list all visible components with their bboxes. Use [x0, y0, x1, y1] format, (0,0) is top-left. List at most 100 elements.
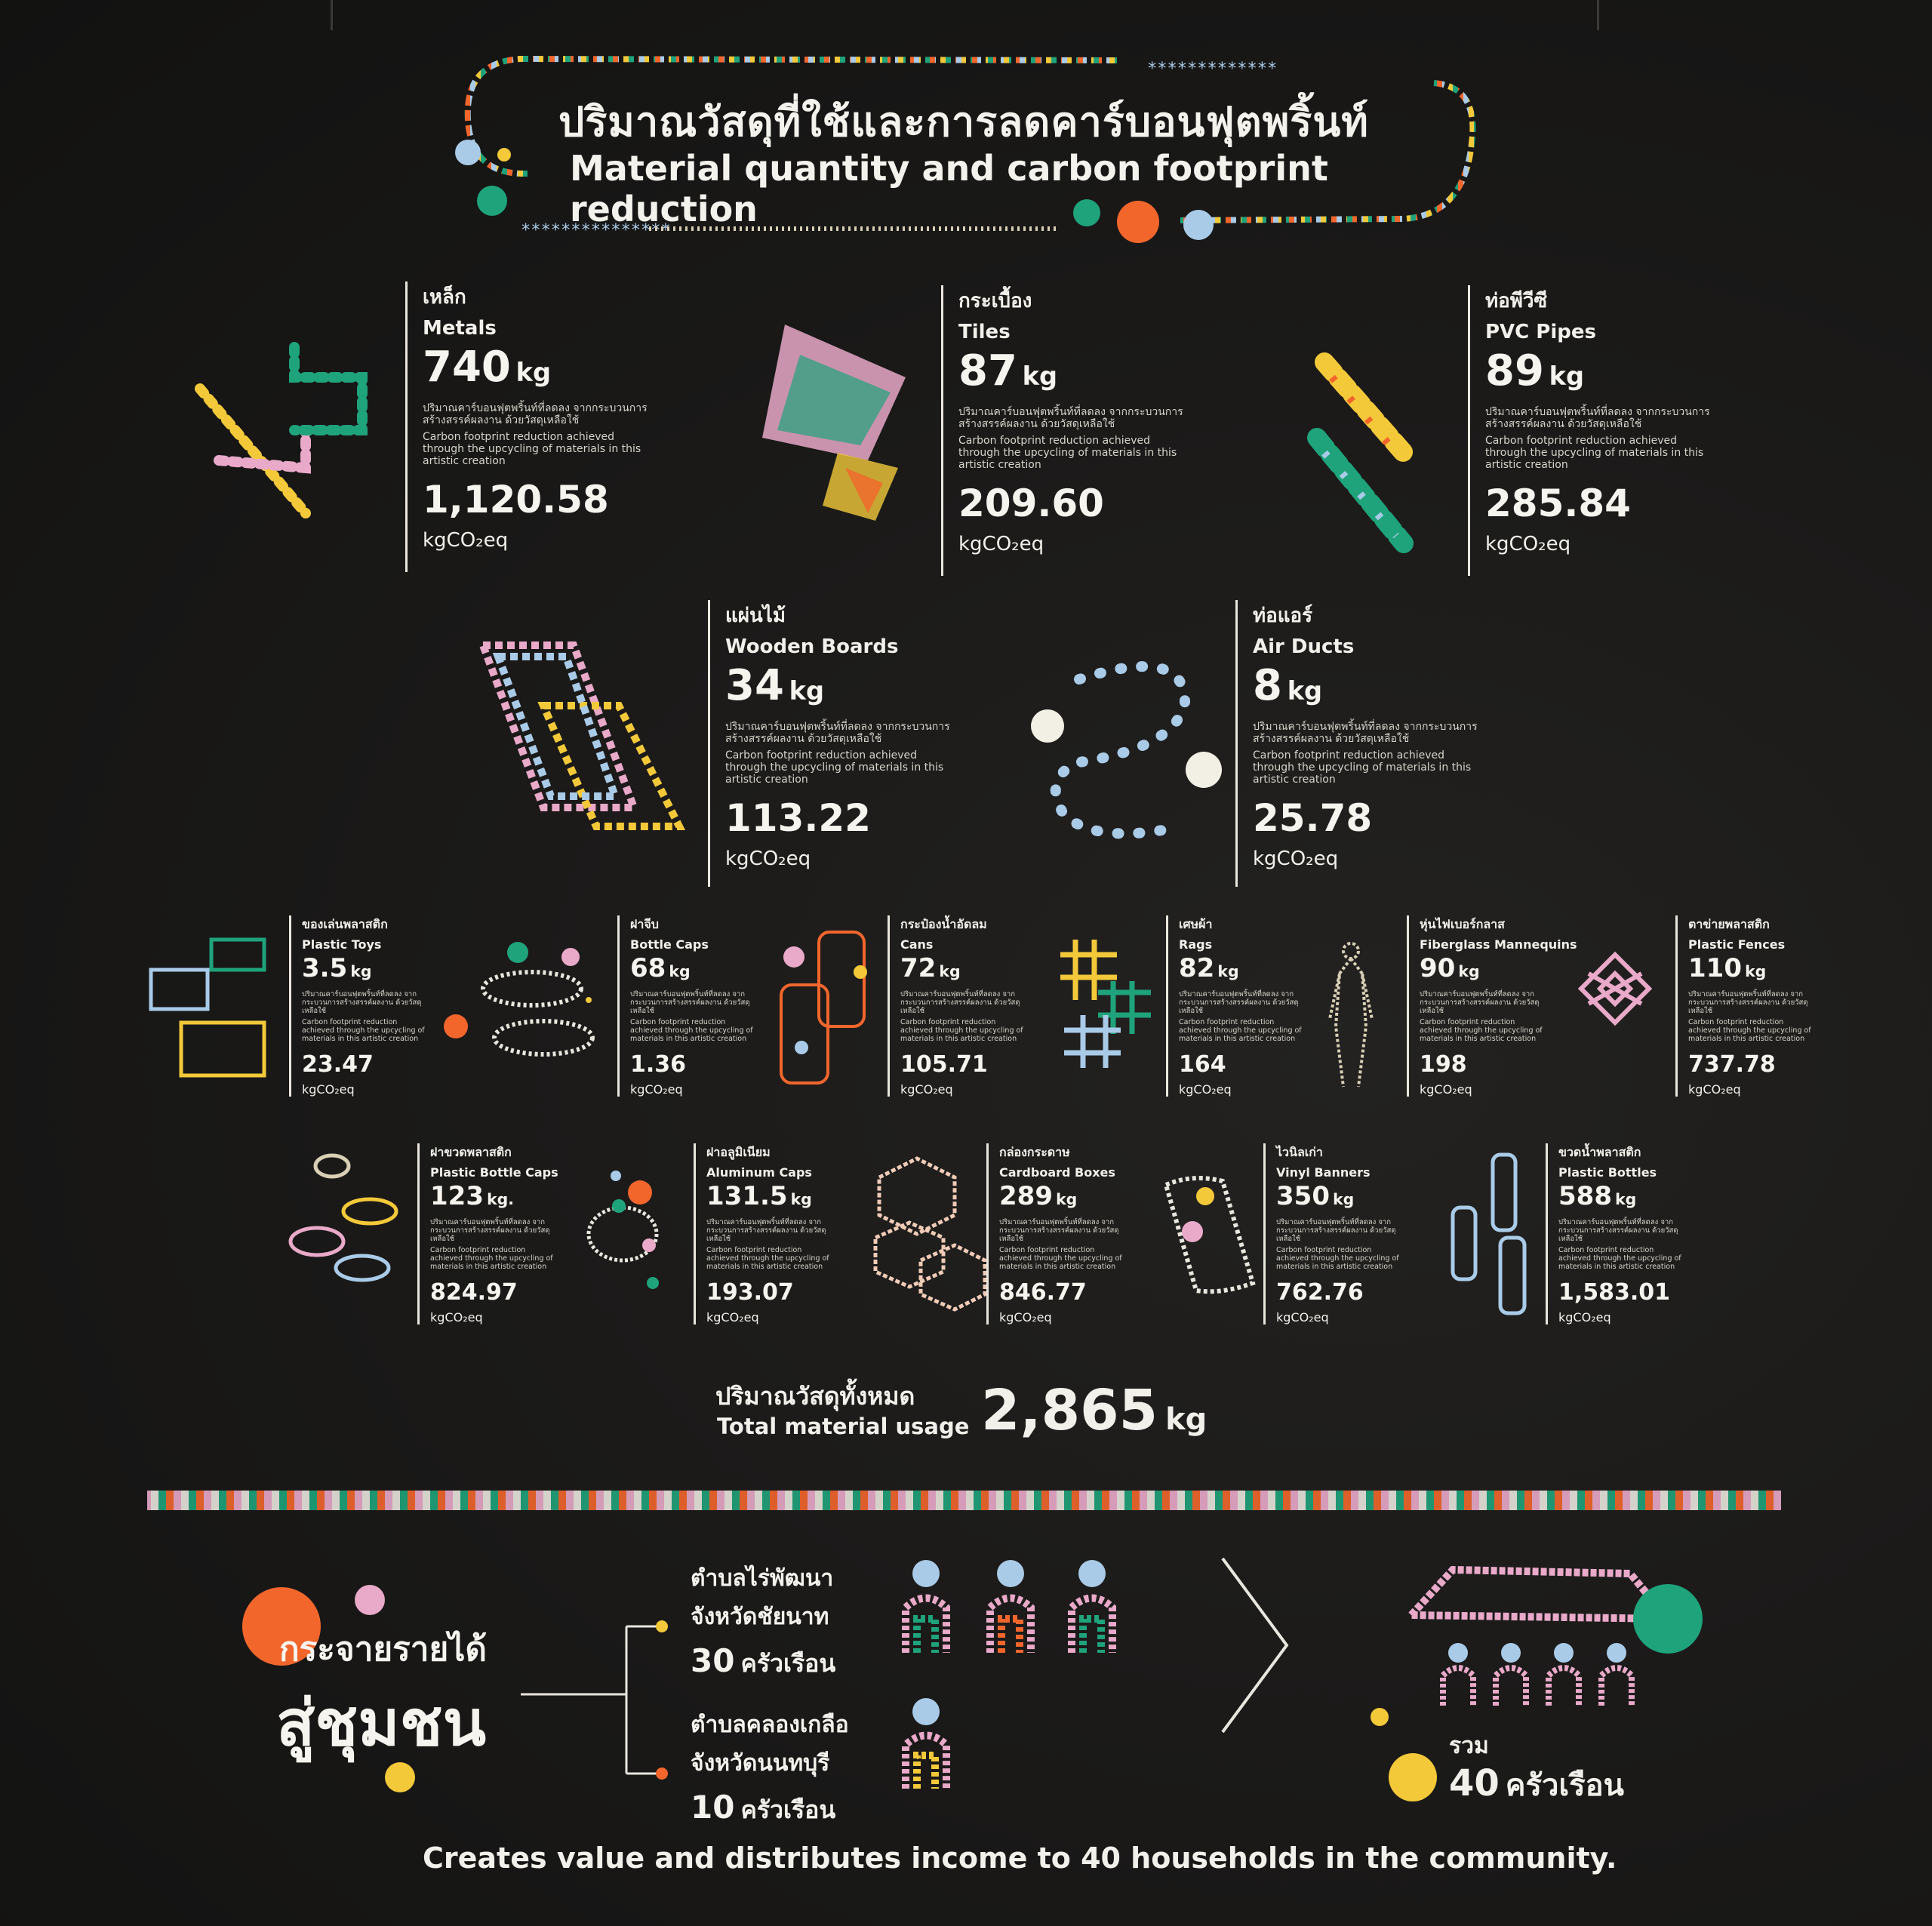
material-quantity: 34 kg	[725, 661, 825, 710]
material-aluminum-caps: ฝาอลูมิเนียม Aluminum Caps 131.5 kg ปริมา…	[694, 1143, 835, 1325]
material-name-thai: ฝาจีบ	[630, 917, 659, 931]
footer-caption: Creates value and distributes income to …	[423, 1841, 1617, 1875]
material-name-english: Air Ducts	[1253, 635, 1355, 658]
material-quantity: 82 kg	[1179, 953, 1239, 983]
pvc-pipes-illustration	[1307, 352, 1414, 553]
svg-text:*************: *************	[1147, 60, 1277, 78]
material-rags: เศษผ้า Rags 82 kg ปริมาณคาร์บอนฟุตพริ้นท์…	[1166, 915, 1307, 1097]
material-name-thai: ฝาอลูมิเนียม	[706, 1145, 771, 1159]
reduction-note-thai: ปริมาณคาร์บอนฟุตพริ้นท์ที่ลดลง จากกระบวน…	[430, 1218, 550, 1243]
carbon-reduction-value: 1,583.01	[1558, 1278, 1671, 1306]
material-plastic-toys: ของเล่นพลาสติก Plastic Toys 3.5 kg ปริมาณ…	[289, 915, 430, 1097]
carbon-reduction-value: 1.36	[630, 1051, 687, 1078]
reduction-note-english: Carbon footprint reduction achieved thro…	[423, 431, 641, 468]
material-name-thai: ขวดน้ำพลาสติก	[1558, 1145, 1641, 1159]
carbon-unit: kgCO₂eq	[958, 533, 1044, 556]
vinyl-banners-illustration	[1163, 1176, 1256, 1294]
reduction-note-english: Carbon footprint reduction achieved thro…	[1688, 1017, 1811, 1043]
community-khlong-kluea: ตำบลคลองเกลือ จังหวัดนนทบุรี 10 ครัวเรือน	[691, 1707, 849, 1829]
reduction-note-english: Carbon footprint reduction achieved thro…	[999, 1245, 1122, 1271]
carbon-unit: kgCO₂eq	[1558, 1309, 1611, 1325]
reduction-note-english: Carbon footprint reduction achieved thro…	[630, 1017, 753, 1043]
reduction-note-thai: ปริมาณคาร์บอนฟุตพริ้นท์ที่ลดลง จากกระบวน…	[958, 406, 1183, 431]
material-name-thai: ไวนิลเก่า	[1276, 1145, 1323, 1159]
material-name-english: PVC Pipes	[1485, 321, 1596, 343]
material-quantity: 740 kg	[423, 343, 551, 392]
carbon-reduction-value: 285.84	[1485, 482, 1631, 526]
carbon-unit: kgCO₂eq	[302, 1081, 355, 1097]
province-name: จังหวัดชัยนาท	[691, 1604, 829, 1630]
carbon-unit: kgCO₂eq	[999, 1309, 1052, 1325]
carbon-reduction-value: 25.78	[1253, 796, 1373, 841]
reduction-note-english: Carbon footprint reduction achieved thro…	[302, 1017, 425, 1043]
material-name-thai: กระป๋องน้ำอัดลม	[900, 917, 987, 931]
reduction-note-thai: ปริมาณคาร์บอนฟุตพริ้นท์ที่ลดลง จากกระบวน…	[999, 1218, 1119, 1243]
carbon-unit: kgCO₂eq	[630, 1081, 683, 1097]
reduction-note-english: Carbon footprint reduction achieved thro…	[958, 435, 1177, 472]
distribute-income-heading: กระจายรายได้	[279, 1630, 487, 1669]
reduction-note-english: Carbon footprint reduction achieved thro…	[900, 1017, 1023, 1043]
community-rai-phatthana: ตำบลไร่พัฒนา จังหวัดชัยนาท 30 ครัวเรือน	[691, 1561, 835, 1683]
air-ducts-illustration	[1031, 661, 1222, 839]
carbon-reduction-value: 762.76	[1276, 1278, 1364, 1306]
carbon-reduction-value: 193.07	[706, 1278, 794, 1306]
reduction-note-thai: ปริมาณคาร์บอนฟุตพริ้นท์ที่ลดลง จากกระบวน…	[725, 721, 950, 746]
wooden-boards-illustration	[477, 641, 686, 830]
subdistrict-name: ตำบลคลองเกลือ	[691, 1712, 849, 1738]
plastic-fences-illustration	[1577, 951, 1653, 1026]
carbon-reduction-value: 737.78	[1688, 1051, 1776, 1078]
title-english: Material quantity and carbon footprint r…	[570, 148, 1328, 229]
reduction-note-english: Carbon footprint reduction achieved thro…	[1420, 1017, 1543, 1043]
carbon-reduction-value: 846.77	[999, 1278, 1087, 1306]
material-quantity: 89 kg	[1485, 346, 1585, 395]
aluminum-caps-illustration	[586, 1171, 659, 1289]
material-name-thai: ฝาขวดพลาสติก	[430, 1145, 512, 1159]
material-name-thai: เหล็ก	[423, 286, 466, 309]
material-tiles: กระเบื้อง Tiles 87 kg ปริมาณคาร์บอนฟุตพริ…	[941, 285, 1185, 576]
material-bottle-caps: ฝาจีบ Bottle Caps 68 kg ปริมาณคาร์บอนฟุตพ…	[617, 915, 758, 1097]
reduction-note-thai: ปริมาณคาร์บอนฟุตพริ้นท์ที่ลดลง จากกระบวน…	[706, 1218, 826, 1243]
material-quantity: 8 kg	[1253, 661, 1323, 710]
carbon-reduction-value: 198	[1420, 1051, 1467, 1078]
carbon-reduction-value: 209.60	[958, 482, 1104, 526]
hanging-wire	[1597, 0, 1599, 30]
carbon-reduction-value: 113.22	[725, 796, 871, 841]
material-name-english: Cans	[900, 937, 934, 952]
carbon-reduction-value: 23.47	[302, 1051, 374, 1078]
material-name-english: Wooden Boards	[725, 635, 899, 658]
carbon-unit: kgCO₂eq	[900, 1081, 953, 1097]
community-illustration	[242, 1557, 1703, 1801]
material-cans: กระป๋องน้ำอัดลม Cans 72 kg ปริมาณคาร์บอนฟ…	[888, 915, 1029, 1097]
material-plastic-bottle-caps: ฝาขวดพลาสติก Plastic Bottle Caps 123 kg. …	[417, 1143, 558, 1325]
material-name-thai: ของเล่นพลาสติก	[302, 917, 388, 931]
carbon-reduction-value: 105.71	[900, 1051, 988, 1078]
reduction-note-thai: ปริมาณคาร์บอนฟุตพริ้นท์ที่ลดลง จากกระบวน…	[630, 990, 750, 1015]
material-name-english: Plastic Bottle Caps	[430, 1165, 558, 1180]
rags-illustration	[1060, 940, 1151, 1068]
material-cardboard-boxes: กล่องกระดาษ Cardboard Boxes 289 kg ปริมาณ…	[986, 1143, 1128, 1325]
material-wooden-boards: แผ่นไม้ Wooden Boards 34 kg ปริมาณคาร์บอน…	[708, 600, 952, 887]
carbon-unit: kgCO₂eq	[706, 1309, 759, 1325]
carbon-reduction-value: 824.97	[430, 1278, 518, 1306]
material-quantity: 68 kg	[630, 953, 691, 983]
reduction-note-thai: ปริมาณคาร์บอนฟุตพริ้นท์ที่ลดลง จากกระบวน…	[302, 990, 422, 1015]
material-name-thai: ท่อแอร์	[1253, 605, 1313, 627]
material-quantity: 110 kg	[1688, 953, 1767, 983]
material-name-english: Tiles	[958, 321, 1011, 343]
material-name-thai: กระเบื้อง	[958, 290, 1032, 312]
reduction-note-thai: ปริมาณคาร์บอนฟุตพริ้นท์ที่ลดลง จากกระบวน…	[1253, 721, 1478, 746]
material-name-thai: ท่อพีวีซี	[1485, 290, 1548, 312]
cardboard-boxes-illustration	[873, 1156, 987, 1312]
province-name: จังหวัดนนทบุรี	[691, 1750, 830, 1777]
household-count: 30 ครัวเรือน	[691, 1642, 836, 1679]
material-quantity: 123 kg.	[430, 1181, 514, 1211]
tiles-illustration	[762, 325, 906, 521]
total-label-english: Total material usage	[717, 1414, 970, 1439]
carbon-unit: kgCO₂eq	[1420, 1081, 1472, 1097]
reduction-note-thai: ปริมาณคาร์บอนฟุตพริ้นท์ที่ลดลง จากกระบวน…	[1558, 1218, 1678, 1243]
material-name-thai: กล่องกระดาษ	[999, 1145, 1070, 1159]
hanging-wire	[331, 0, 333, 30]
material-name-english: Fiberglass Mannequins	[1420, 937, 1577, 952]
plastic-toys-illustration	[149, 937, 266, 1078]
